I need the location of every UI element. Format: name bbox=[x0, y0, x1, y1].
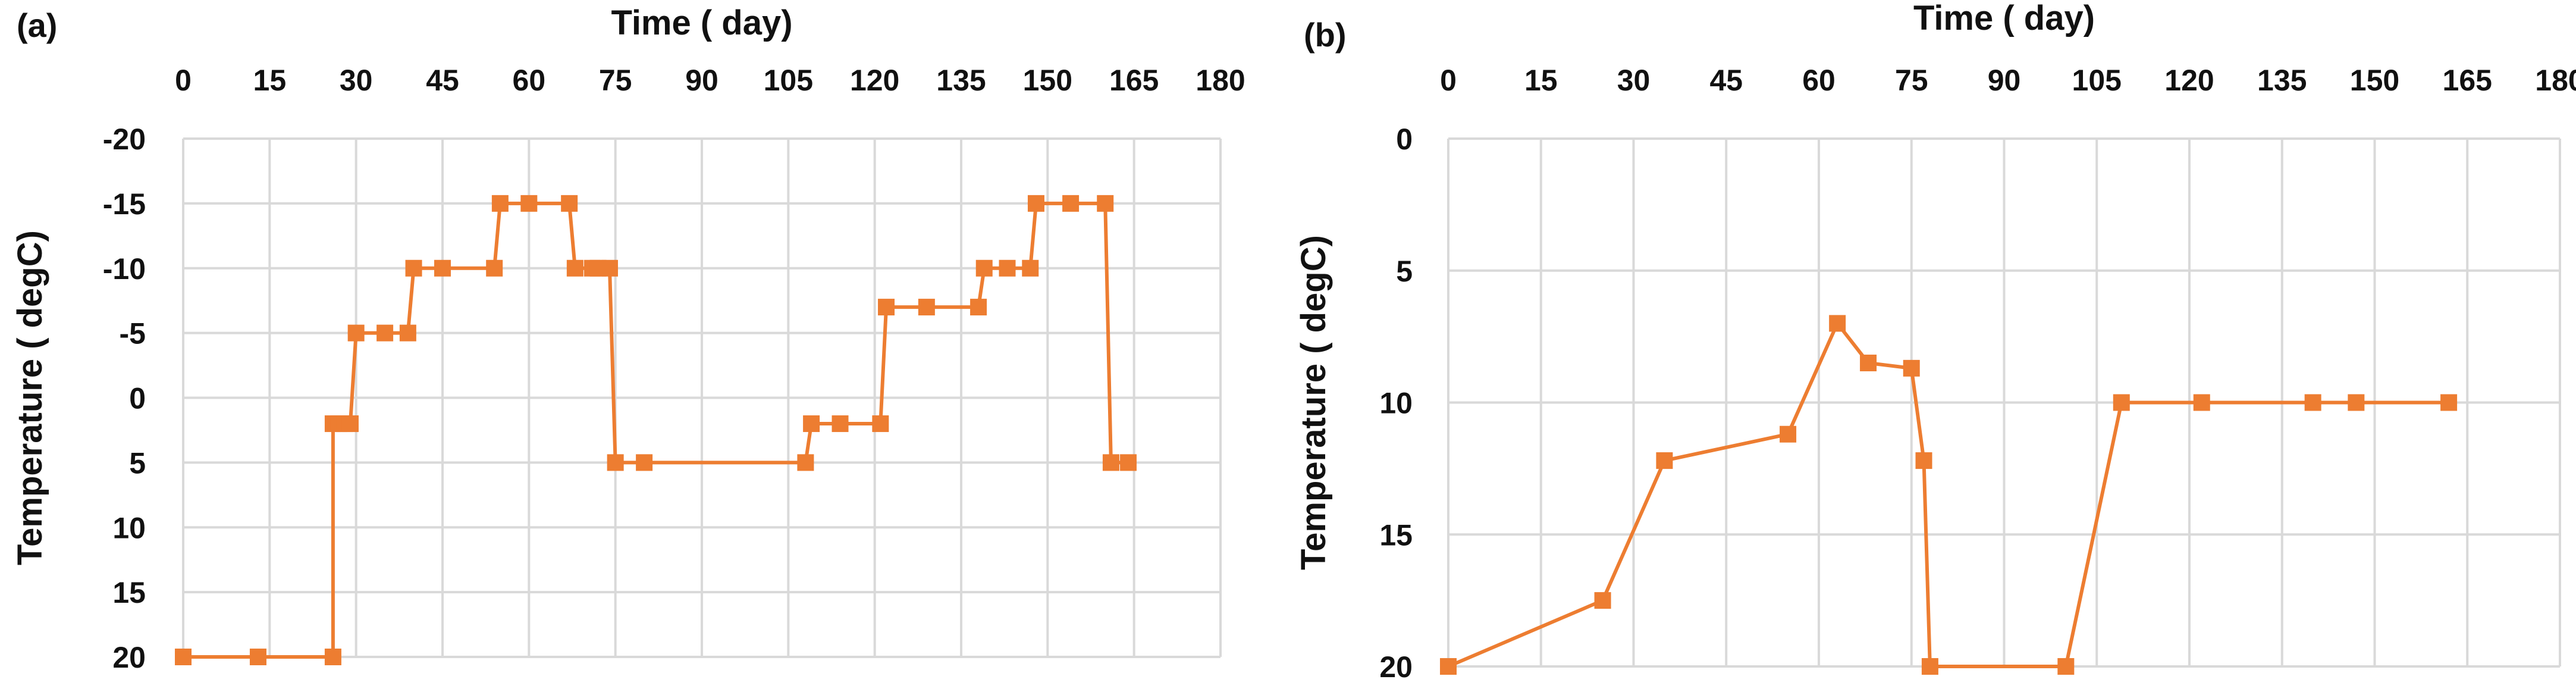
data-point-marker bbox=[1860, 354, 1877, 371]
data-point-marker bbox=[405, 259, 422, 277]
x-tick-label: 120 bbox=[850, 64, 899, 97]
data-point-marker bbox=[803, 415, 820, 433]
data-point-marker bbox=[399, 324, 416, 342]
data-point-marker bbox=[341, 415, 359, 433]
x-tick-label: 75 bbox=[599, 64, 632, 97]
x-tick-label: 165 bbox=[2443, 64, 2492, 97]
x-tick-label: 105 bbox=[764, 64, 813, 97]
x-tick-label: 135 bbox=[936, 64, 986, 97]
x-axis-title: Time ( day) bbox=[611, 4, 792, 42]
data-point-marker bbox=[878, 299, 895, 316]
data-point-marker bbox=[1119, 454, 1137, 471]
data-point-marker bbox=[347, 324, 365, 342]
data-point-marker bbox=[324, 649, 341, 665]
data-point-marker bbox=[601, 259, 618, 277]
data-point-marker bbox=[975, 259, 993, 277]
x-tick-label: 30 bbox=[1617, 64, 1651, 97]
chart-panel-b: 0 15 30 45 60 75 90 105 120 135 150 165 180 0 5 10 15 20 (… bbox=[1294, 0, 2576, 684]
x-tick-label: 45 bbox=[426, 64, 459, 97]
y-tick-label: -15 bbox=[103, 187, 146, 221]
x-tick-label: 30 bbox=[340, 64, 373, 97]
data-point-marker bbox=[2440, 394, 2458, 411]
y-axis-title: Temperature ( degC) bbox=[11, 230, 49, 565]
y-tick-label: 20 bbox=[112, 641, 146, 674]
x-tick-label: 0 bbox=[1440, 64, 1457, 97]
x-tick-label: 150 bbox=[1023, 64, 1072, 97]
data-point-marker bbox=[520, 195, 538, 212]
data-point-marker bbox=[486, 259, 503, 277]
data-point-marker bbox=[1027, 195, 1044, 212]
x-tick-label: 15 bbox=[253, 64, 287, 97]
data-point-marker bbox=[832, 415, 849, 433]
data-point-marker bbox=[1102, 454, 1119, 471]
x-tick-label: 60 bbox=[1802, 64, 1835, 97]
data-point-marker bbox=[1440, 658, 1457, 675]
data-point-marker bbox=[999, 259, 1016, 277]
data-point-marker bbox=[1062, 195, 1080, 212]
y-tick-label: 15 bbox=[112, 576, 146, 609]
y-tick-label: 5 bbox=[1396, 255, 1413, 288]
data-point-marker bbox=[1921, 658, 1938, 675]
x-tick-label: 180 bbox=[1196, 64, 1245, 97]
x-tick-label: 150 bbox=[2350, 64, 2399, 97]
x-tick-label: 60 bbox=[513, 64, 546, 97]
x-tick-label: 105 bbox=[2072, 64, 2122, 97]
data-point-marker bbox=[2057, 658, 2075, 675]
data-point-marker bbox=[434, 259, 451, 277]
data-point-marker bbox=[2348, 394, 2365, 411]
x-tick-label: 45 bbox=[1709, 64, 1743, 97]
x-tick-label: 15 bbox=[1524, 64, 1558, 97]
data-point-marker bbox=[607, 454, 624, 471]
x-tick-label: 90 bbox=[685, 64, 718, 97]
y-tick-label: 0 bbox=[129, 382, 146, 415]
data-point-marker bbox=[1097, 195, 1114, 212]
data-point-marker bbox=[175, 649, 192, 665]
data-point-marker bbox=[1915, 452, 1932, 469]
x-tick-label: 0 bbox=[175, 64, 192, 97]
data-point-marker bbox=[1656, 452, 1673, 469]
x-axis-title: Time ( day) bbox=[1913, 0, 2095, 37]
y-tick-label: 15 bbox=[1379, 518, 1413, 552]
data-point-marker bbox=[970, 299, 987, 316]
x-tick-label: 90 bbox=[1988, 64, 2021, 97]
data-point-marker bbox=[2304, 394, 2321, 411]
x-tick-label: 165 bbox=[1109, 64, 1159, 97]
y-tick-label: -10 bbox=[103, 252, 146, 286]
data-point-marker bbox=[1780, 425, 1797, 443]
data-point-marker bbox=[1903, 359, 1920, 377]
panel-label: (a) bbox=[17, 7, 57, 44]
data-point-marker bbox=[1594, 592, 1611, 609]
data-point-marker bbox=[1022, 259, 1039, 277]
y-tick-label: 20 bbox=[1379, 650, 1413, 684]
data-point-marker bbox=[2113, 394, 2130, 411]
data-point-marker bbox=[249, 649, 266, 665]
data-point-marker bbox=[561, 195, 578, 212]
data-point-marker bbox=[376, 324, 394, 342]
chart-panel-a: 0 15 30 45 60 75 90 105 120 135 150 165 180-20-15-10… bbox=[11, 4, 1245, 674]
x-tick-label: 180 bbox=[2535, 64, 2576, 97]
x-tick-label: 75 bbox=[1895, 64, 1928, 97]
series-line bbox=[1447, 321, 2449, 668]
data-point-marker bbox=[566, 259, 583, 277]
x-tick-label: 135 bbox=[2257, 64, 2307, 97]
y-tick-label: -20 bbox=[103, 123, 146, 156]
y-tick-label: 0 bbox=[1396, 123, 1413, 156]
y-tick-label: 5 bbox=[129, 446, 146, 480]
panel-label: (b) bbox=[1304, 16, 1347, 54]
y-tick-label: 10 bbox=[1379, 387, 1413, 420]
x-tick-label: 120 bbox=[2164, 64, 2214, 97]
y-tick-label: 10 bbox=[112, 511, 146, 544]
y-tick-label: -5 bbox=[120, 317, 146, 350]
y-axis-title: Temperature ( degC) bbox=[1294, 235, 1333, 570]
data-point-marker bbox=[1829, 315, 1846, 332]
data-point-marker bbox=[872, 415, 889, 433]
data-point-marker bbox=[491, 195, 509, 212]
data-point-marker bbox=[636, 454, 653, 471]
data-point-marker bbox=[918, 299, 935, 316]
data-point-marker bbox=[2193, 394, 2210, 411]
data-point-marker bbox=[797, 454, 814, 471]
